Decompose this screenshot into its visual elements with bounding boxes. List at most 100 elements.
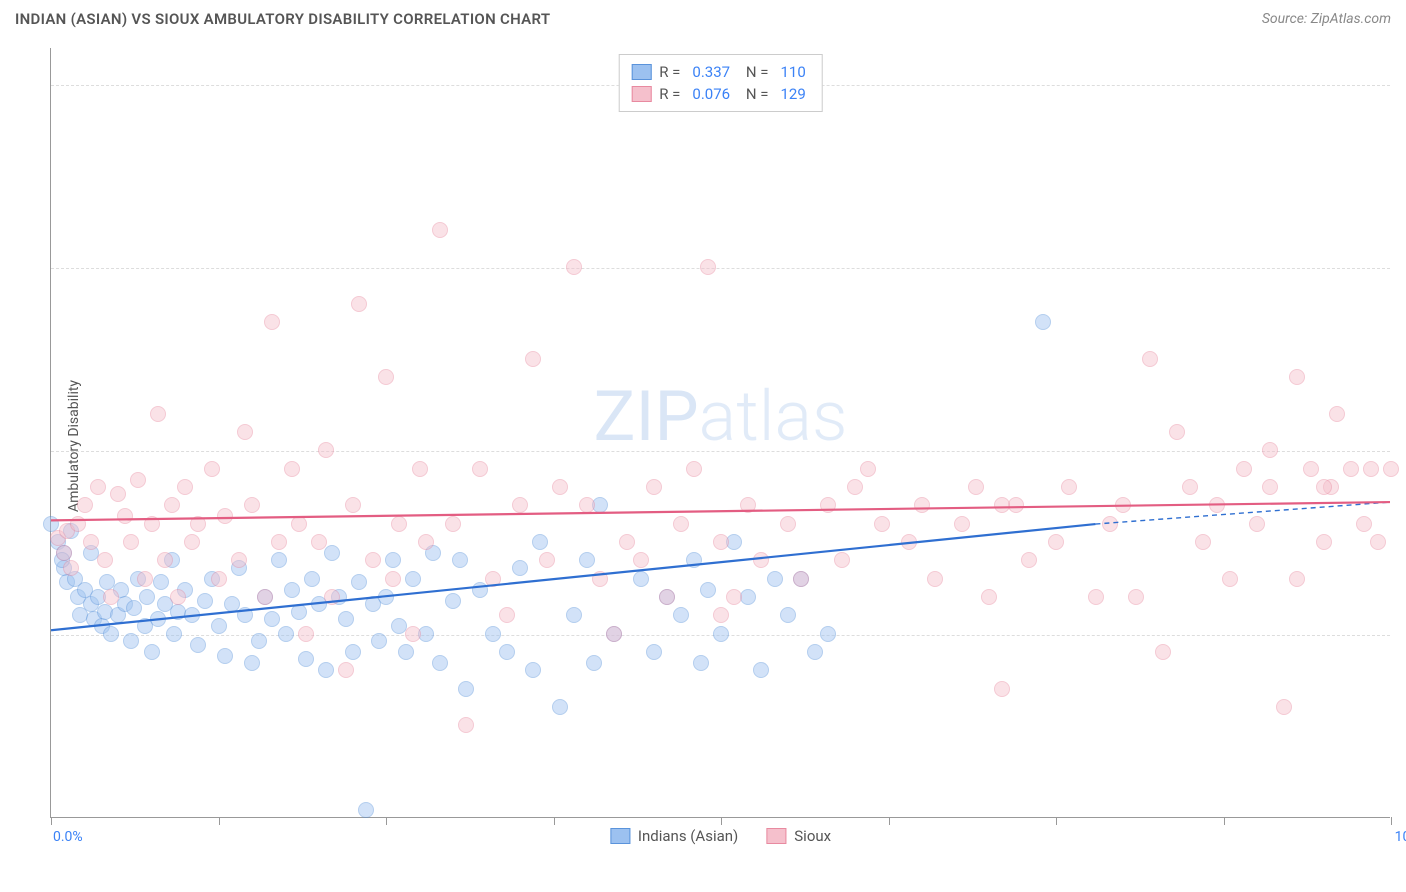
data-point [726, 589, 742, 605]
legend-r-label: R = [659, 63, 680, 81]
data-point [338, 662, 354, 678]
data-point [686, 461, 702, 477]
data-point [753, 552, 769, 568]
watermark-thin: atlas [699, 376, 848, 458]
data-point [458, 681, 474, 697]
legend-n-value: 129 [780, 85, 805, 103]
data-point [324, 589, 340, 605]
data-point [244, 655, 260, 671]
data-point [365, 552, 381, 568]
data-point [700, 582, 716, 598]
legend-label: Sioux [794, 827, 831, 845]
legend-r-value: 0.076 [692, 85, 730, 103]
data-point [1289, 571, 1305, 587]
x-tick [51, 817, 52, 825]
data-point [197, 593, 213, 609]
x-tick [386, 817, 387, 825]
data-point [103, 626, 119, 642]
data-point [780, 607, 796, 623]
data-point [130, 472, 146, 488]
data-point [351, 574, 367, 590]
data-point [847, 479, 863, 495]
data-point [1169, 424, 1185, 440]
legend-r-label: R = [659, 85, 680, 103]
data-point [1262, 442, 1278, 458]
data-point [150, 611, 166, 627]
data-point [512, 560, 528, 576]
data-point [458, 717, 474, 733]
data-point [633, 552, 649, 568]
data-point [713, 626, 729, 642]
data-point [1209, 497, 1225, 513]
legend-label: Indians (Asian) [638, 827, 738, 845]
data-point [412, 461, 428, 477]
data-point [860, 461, 876, 477]
data-point [914, 497, 930, 513]
x-tick [1391, 817, 1392, 825]
data-point [56, 545, 72, 561]
data-point [378, 369, 394, 385]
data-point [103, 589, 119, 605]
data-point [43, 516, 59, 532]
data-point [157, 552, 173, 568]
legend-swatch [631, 64, 651, 80]
data-point [123, 633, 139, 649]
legend-r-value: 0.337 [692, 63, 730, 81]
data-point [552, 479, 568, 495]
data-point [807, 644, 823, 660]
data-point [177, 479, 193, 495]
data-point [264, 314, 280, 330]
data-point [693, 655, 709, 671]
data-point [164, 497, 180, 513]
data-point [184, 534, 200, 550]
data-point [633, 571, 649, 587]
data-point [63, 560, 79, 576]
gridline [51, 451, 1390, 452]
data-point [673, 516, 689, 532]
data-point [452, 552, 468, 568]
x-tick [219, 817, 220, 825]
data-point [1128, 589, 1144, 605]
data-point [512, 497, 528, 513]
data-point [874, 516, 890, 532]
data-point [318, 662, 334, 678]
data-point [338, 611, 354, 627]
data-point [418, 534, 434, 550]
chart-title: INDIAN (ASIAN) VS SIOUX AMBULATORY DISAB… [15, 10, 550, 28]
chart-source: Source: ZipAtlas.com [1262, 11, 1391, 27]
data-point [251, 633, 267, 649]
data-point [324, 545, 340, 561]
data-point [237, 424, 253, 440]
data-point [525, 351, 541, 367]
data-point [485, 626, 501, 642]
data-point [432, 222, 448, 238]
data-point [1061, 479, 1077, 495]
data-point [291, 604, 307, 620]
data-point [780, 516, 796, 532]
data-point [1383, 461, 1399, 477]
data-point [398, 644, 414, 660]
data-point [1035, 314, 1051, 330]
legend-item: Sioux [766, 827, 831, 845]
data-point [385, 571, 401, 587]
data-point [1249, 516, 1265, 532]
data-point [445, 516, 461, 532]
data-point [673, 607, 689, 623]
data-point [90, 479, 106, 495]
data-point [1329, 406, 1345, 422]
x-tick [889, 817, 890, 825]
data-point [713, 607, 729, 623]
data-point [358, 802, 374, 818]
data-point [1343, 461, 1359, 477]
chart-plot-area: ZIPatlas R =0.337 N =110R =0.076 N =129 … [50, 48, 1390, 818]
data-point [153, 574, 169, 590]
legend-item: Indians (Asian) [610, 827, 738, 845]
data-point [1195, 534, 1211, 550]
data-point [1102, 516, 1118, 532]
data-point [1303, 461, 1319, 477]
data-point [117, 508, 133, 524]
correlation-legend: R =0.337 N =110R =0.076 N =129 [618, 54, 823, 112]
data-point [170, 589, 186, 605]
data-point [659, 589, 675, 605]
data-point [211, 571, 227, 587]
